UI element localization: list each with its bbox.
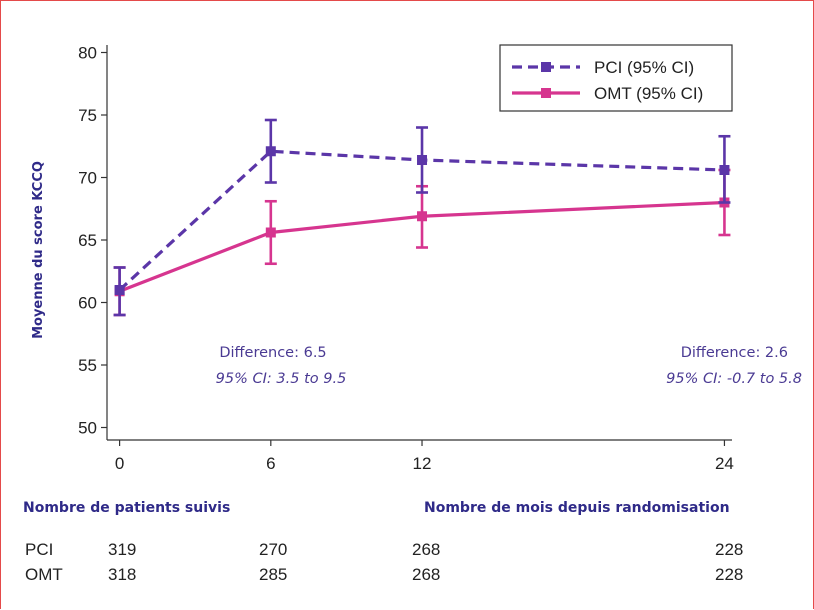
annotation-difference: Difference: 6.5 [219, 345, 326, 361]
legend-entry: OMT (95% CI) [594, 84, 703, 103]
data-point [114, 285, 125, 295]
legend-swatch-marker [541, 88, 551, 98]
series-line-pci [118, 149, 725, 292]
annotation-ci: 95% CI: -0.7 to 5.8 [666, 371, 802, 387]
data-point [417, 155, 428, 165]
table-cell: 268 [412, 540, 441, 559]
table-cell: 285 [259, 565, 288, 584]
series-line-omt [119, 200, 725, 293]
x-tick-label: 12 [413, 454, 432, 473]
legend-swatch-marker [541, 62, 551, 72]
y-tick-label: 50 [78, 419, 97, 438]
annotation-ci: 95% CI: 3.5 to 9.5 [216, 371, 347, 387]
table-cell: 318 [108, 565, 137, 584]
data-point [719, 165, 730, 175]
table-row-label: OMT [25, 565, 63, 584]
y-tick-label: 70 [78, 169, 97, 188]
table-cell: 319 [108, 540, 137, 559]
xaxis-caption: Nombre de mois depuis randomisation [424, 500, 730, 516]
table-row-label: PCI [25, 540, 54, 559]
table-cell: 228 [715, 540, 744, 559]
table-cell: 270 [259, 540, 288, 559]
y-tick-label: 75 [78, 106, 97, 125]
y-tick-label: 65 [78, 231, 97, 250]
x-tick-label: 24 [715, 454, 734, 473]
legend-box [499, 44, 733, 112]
y-tick-label: 80 [78, 44, 97, 63]
y-axis-label: Moyenne du score KCCQ [31, 161, 46, 339]
y-tick-label: 60 [78, 294, 97, 313]
legend-entry: PCI (95% CI) [594, 58, 694, 77]
x-tick-label: 6 [266, 454, 275, 473]
data-point [265, 146, 276, 157]
x-tick-label: 0 [115, 454, 124, 473]
data-point [265, 227, 276, 238]
kccq-line-chart: 50 55 60 65 70 75 80 0 6 12 24 Moyenne du score KCC… [31, 44, 802, 474]
table-title: Nombre de patients suivis [23, 500, 231, 516]
data-point [417, 211, 428, 222]
annotation-difference: Difference: 2.6 [681, 345, 788, 361]
table-cell: 268 [412, 565, 441, 584]
y-tick-label: 55 [78, 356, 97, 375]
table-cell: 228 [715, 565, 744, 584]
